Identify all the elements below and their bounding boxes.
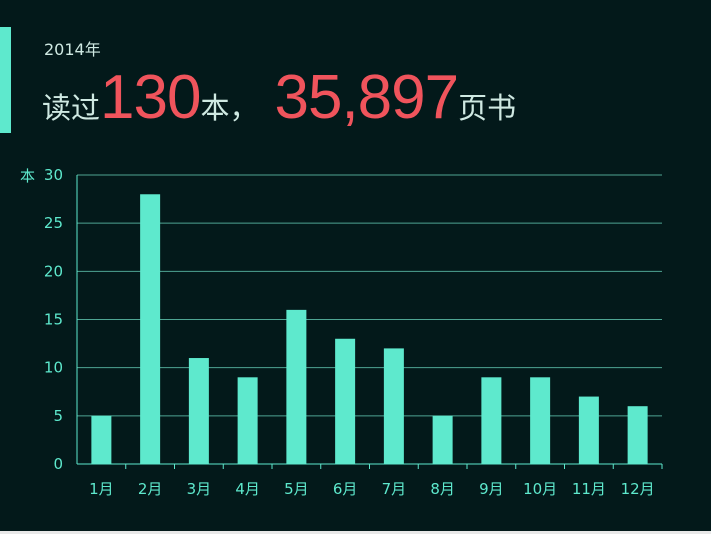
bar-8	[432, 415, 453, 464]
bar-1	[91, 415, 112, 464]
book-count: 130	[100, 63, 201, 132]
x-tick-label: 3月	[187, 480, 212, 498]
y-axis-label: 本	[20, 167, 35, 185]
year-label: 2014年	[44, 40, 101, 59]
y-tick-label: 5	[53, 407, 63, 425]
bar-7	[383, 348, 404, 464]
x-tick-label: 6月	[333, 480, 358, 498]
bar-2	[140, 194, 161, 464]
bar-9	[481, 377, 502, 464]
read-prefix: 读过	[42, 91, 101, 125]
x-tick-label: 4月	[235, 480, 260, 498]
x-tick-label: 9月	[479, 480, 504, 498]
x-tick-label: 10月	[523, 480, 557, 498]
y-tick-label: 30	[44, 166, 63, 184]
x-tick-label: 11月	[572, 480, 606, 498]
x-tick-label: 12月	[621, 480, 655, 498]
bar-5	[286, 309, 307, 464]
x-tick-label: 5月	[284, 480, 309, 498]
bar-11	[578, 396, 599, 464]
y-tick-label: 15	[44, 311, 63, 329]
bar-10	[530, 377, 551, 464]
x-tick-label: 8月	[430, 480, 455, 498]
x-tick-label: 1月	[89, 480, 114, 498]
bottom-divider	[0, 531, 711, 534]
bar-4	[237, 377, 258, 464]
y-tick-label: 25	[44, 214, 63, 232]
bar-12	[627, 406, 648, 464]
page-unit: 页书	[458, 91, 517, 125]
y-tick-label: 10	[44, 359, 63, 377]
accent-bar	[0, 27, 11, 133]
x-tick-label: 7月	[382, 480, 407, 498]
x-tick-label: 2月	[138, 480, 163, 498]
y-tick-label: 20	[44, 262, 63, 280]
summary-headline: 读过130本， 35,897页书	[42, 62, 516, 133]
page-count: 35,897	[274, 63, 459, 132]
bar-6	[335, 338, 356, 464]
y-tick-label: 0	[53, 455, 63, 473]
bar-3	[188, 358, 209, 464]
book-unit: 本，	[200, 91, 259, 125]
